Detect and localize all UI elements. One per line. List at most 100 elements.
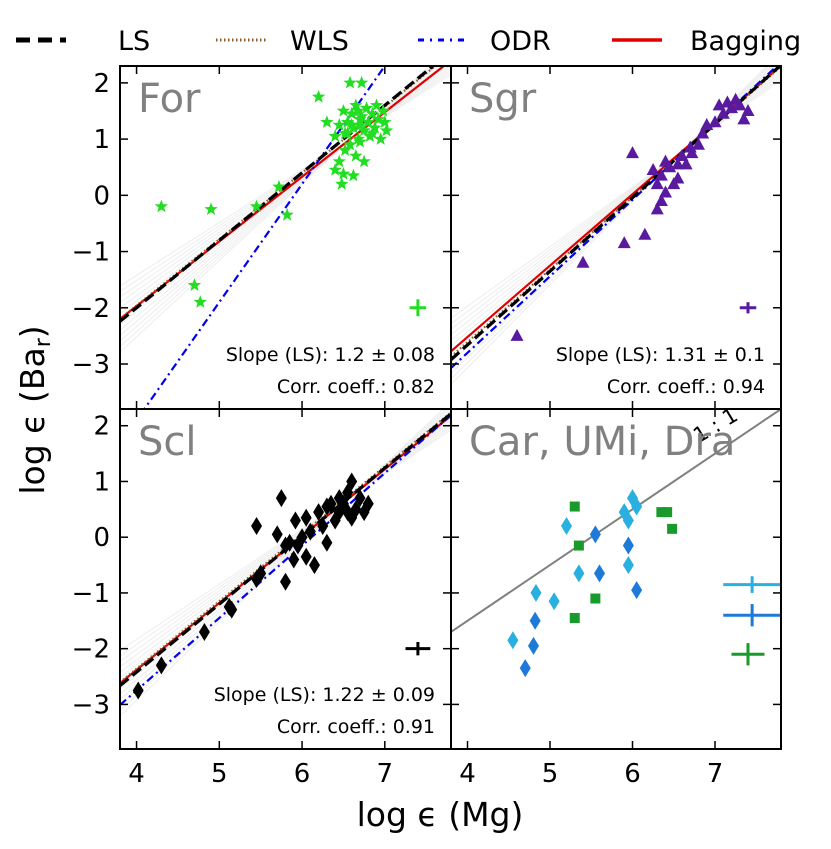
data-point: [716, 106, 730, 119]
data-point: [353, 118, 367, 131]
data-point-car: [561, 517, 572, 536]
fit-line-ls: [120, 66, 436, 323]
data-point-car: [548, 592, 560, 611]
bootstrap-line: [120, 409, 447, 711]
legend-label-wls: WLS: [290, 26, 349, 57]
corr-label: Corr. coeff.: 0.91: [277, 716, 435, 738]
x-tick-label: 7: [377, 759, 394, 789]
ticks: [451, 66, 781, 409]
data-point: [275, 489, 287, 508]
y-tick-label: 1: [93, 125, 110, 155]
data-point: [284, 533, 296, 552]
data-point-car: [507, 631, 519, 650]
panels: Slope (LS): 1.2 ± 0.08 Corr. coeff.: 0.82…: [72, 65, 782, 789]
data-point: [271, 525, 283, 544]
data-point: [353, 112, 367, 126]
slope-label: Slope (LS): 1.31 ± 0.1: [556, 344, 765, 366]
data-point: [338, 126, 352, 140]
data-point: [654, 193, 668, 206]
data-point: [646, 163, 660, 176]
bootstrap-line: [451, 66, 772, 374]
data-point: [617, 236, 631, 249]
y-tick-label: 0: [93, 523, 110, 553]
data-point: [357, 154, 371, 168]
data-point: [351, 132, 365, 145]
data-point-car: [530, 583, 542, 602]
data-point-dra: [569, 613, 580, 624]
y-tick-label: −2: [72, 635, 110, 665]
fit-line-odr: [143, 66, 387, 409]
ticks: [120, 66, 451, 409]
data-point: [351, 104, 365, 117]
x-tick-label: 4: [459, 759, 476, 789]
data-point: [280, 208, 294, 221]
data-point: [353, 134, 367, 148]
y-tick-label: 2: [93, 412, 110, 442]
data-point: [679, 157, 693, 170]
data-point: [288, 550, 300, 569]
data-point: [659, 185, 672, 198]
data-point-dra: [573, 540, 584, 551]
data-point: [272, 179, 286, 193]
data-point: [378, 115, 392, 128]
x-axis-label: log ϵ (Mg): [357, 795, 524, 834]
fit-line-wls: [451, 66, 781, 358]
data-point: [346, 472, 358, 491]
data-point: [345, 118, 359, 131]
data-point: [359, 101, 374, 114]
data-point: [317, 517, 329, 536]
bootstrap-line: [120, 71, 451, 292]
data-point-car: [631, 497, 643, 516]
panel-sgr: Slope (LS): 1.31 ± 0.1 Corr. coeff.: 0.94…: [450, 65, 782, 410]
panel-frame: [450, 408, 782, 750]
data-point: [187, 278, 202, 291]
fit-line-odr: [120, 414, 451, 706]
data-point: [313, 503, 325, 522]
bootstrap-fan: [120, 66, 451, 353]
legend-label-bagging: Bagging: [690, 26, 801, 57]
data-point-dra: [667, 523, 678, 534]
data-point: [328, 129, 342, 142]
legend-label-odr: ODR: [490, 26, 551, 57]
data-point: [296, 528, 308, 547]
data-point: [311, 89, 326, 103]
data-point-dra: [590, 593, 601, 604]
data-point: [345, 106, 359, 120]
data-point: [325, 494, 337, 513]
data-point: [675, 148, 689, 161]
data-point: [304, 522, 316, 541]
data-point-dra: [569, 501, 580, 512]
data-point: [374, 132, 388, 145]
fit-line-odr: [451, 66, 779, 369]
data-point-car: [622, 511, 634, 530]
data-point: [671, 157, 685, 170]
data-point-car: [622, 556, 634, 575]
data-point: [255, 564, 267, 583]
y-axis-label-sub: r: [31, 337, 56, 347]
ticks: [120, 409, 451, 749]
data-point: [671, 171, 685, 184]
data-point-umi: [631, 581, 643, 600]
panel-title: Sgr: [469, 76, 537, 122]
data-point: [355, 75, 369, 89]
corr-label: Corr. coeff.: 0.94: [607, 376, 765, 398]
data-point: [737, 112, 751, 125]
data-point: [300, 547, 312, 566]
y-axis-label: log ϵ (Bar): [13, 325, 56, 494]
data-point: [576, 255, 590, 268]
y-tick-label: −3: [72, 350, 110, 380]
x-tick-label: 5: [542, 759, 559, 789]
y-axis-label-close: ): [13, 325, 52, 338]
data-point: [338, 143, 352, 156]
data-point: [654, 168, 668, 181]
panel-plot-area: [451, 409, 781, 678]
data-point: [300, 508, 312, 527]
data-point: [155, 656, 167, 675]
data-point-umi: [594, 564, 605, 583]
data-point: [335, 177, 349, 190]
data-point: [289, 511, 301, 530]
one-to-one-line: [451, 409, 781, 633]
bootstrap-line: [120, 66, 435, 342]
